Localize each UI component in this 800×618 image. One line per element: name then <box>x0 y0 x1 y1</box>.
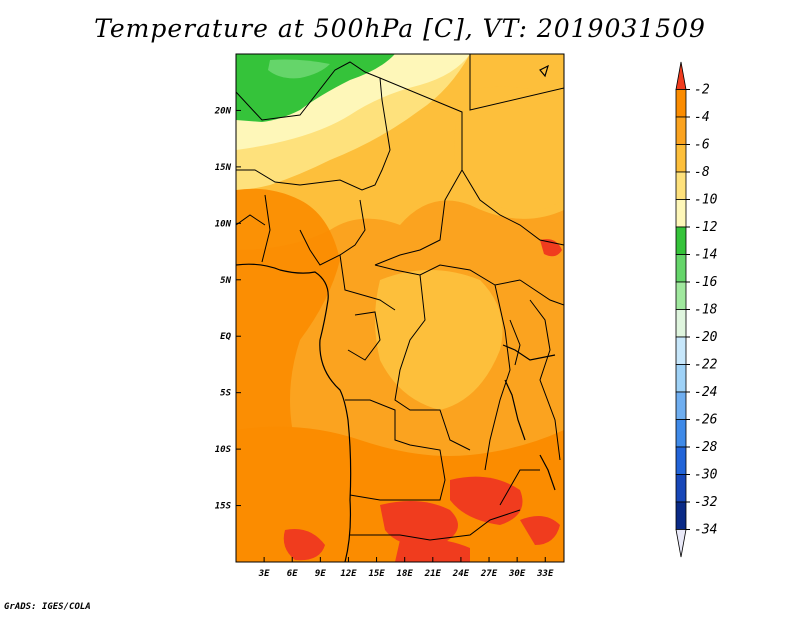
colorbar-label: -14 <box>694 248 717 263</box>
colorbar-swatch <box>675 254 687 283</box>
lat-tick-label: 20N <box>214 106 232 116</box>
colorbar-label: -12 <box>694 220 718 235</box>
field-patch-east <box>454 86 564 212</box>
colorbar-swatch <box>675 116 687 145</box>
lake-tanganyika <box>504 379 526 441</box>
lon-tick-label: 21E <box>424 569 442 579</box>
field-red-patch-6 <box>520 516 560 545</box>
border-namibia-zambia <box>350 509 521 541</box>
colorbar-label: -34 <box>694 523 717 538</box>
colorbar-swatch <box>675 226 687 255</box>
border-malawi <box>499 469 540 506</box>
grads-credit: GrADS: IGES/COLA <box>4 602 91 612</box>
border-drc-west <box>394 274 471 451</box>
border-sudan <box>461 169 564 246</box>
chart-title: Temperature at 500hPa [C], VT: 201903150… <box>94 14 706 43</box>
border-congo <box>347 311 381 361</box>
border-angola <box>345 399 446 501</box>
field-red-patch-3 <box>283 529 325 561</box>
lon-tick-label: 33E <box>536 569 554 579</box>
lon-tick-label: 18E <box>397 569 414 579</box>
lat-tick-label: 5N <box>220 276 231 286</box>
map-frame <box>235 53 565 563</box>
colorbar-swatch <box>675 61 687 90</box>
border-uganda <box>509 319 521 366</box>
longitude-axis: 3E 6E 9E 12E 15E 18E 21E 24E 27E 30E 33E <box>258 557 554 579</box>
border-drc-east <box>484 284 511 471</box>
lat-tick-label: EQ <box>220 332 231 342</box>
colorbar-swatch <box>675 364 687 393</box>
colorbar-swatch <box>675 419 687 448</box>
latitude-axis: 20N 15N 10N 5N EQ 5S 10S 15S <box>214 106 241 512</box>
lon-tick-label: 12E <box>340 569 357 579</box>
colorbar-swatch <box>675 171 687 200</box>
lake-malawi <box>539 454 556 491</box>
country-borders <box>236 54 564 541</box>
lake-victoria <box>502 344 556 361</box>
border-chad <box>374 77 463 266</box>
lon-tick-label: 30E <box>508 569 526 579</box>
lat-tick-label: 15N <box>215 163 232 173</box>
colorbar-label: -6 <box>694 138 710 153</box>
lat-tick-label: 5S <box>220 389 231 399</box>
field-central-light <box>375 270 503 410</box>
colorbar-label: -16 <box>694 275 718 290</box>
colorbar-swatch <box>675 281 687 310</box>
colorbar-label: -28 <box>694 440 718 455</box>
border-libya-egypt-sudan <box>469 54 564 111</box>
colorbar-swatch <box>675 529 687 558</box>
colorbar-label: -32 <box>694 495 718 510</box>
colorbar-swatch <box>675 446 687 475</box>
border-west-africa <box>236 194 271 263</box>
colorbar-label: -22 <box>694 358 718 373</box>
lon-tick-label: 15E <box>368 569 385 579</box>
lon-tick-label: 3E <box>258 569 270 579</box>
lon-tick-label: 27E <box>480 569 498 579</box>
colorbar-label: -8 <box>694 165 710 180</box>
colorbar-label: -24 <box>694 385 717 400</box>
field-red-patch-4 <box>395 538 470 562</box>
colorbar-label: -30 <box>694 468 718 483</box>
coast-west <box>236 263 352 562</box>
field-patch-minus16 <box>268 59 330 79</box>
colorbar-swatch <box>675 501 687 530</box>
colorbar-label: -10 <box>694 193 718 208</box>
border-cameroon <box>339 254 396 311</box>
colorbar-swatch <box>675 199 687 228</box>
colorbar-label: -4 <box>694 110 710 125</box>
field-south-dark <box>236 426 564 562</box>
colorbar: -2 -4 -6 -8 -10 -12 -14 -16 -18 -20 -22 -24 -26 -28 -3… <box>675 61 718 558</box>
coastline <box>236 64 556 562</box>
nile-delta-feature <box>539 64 549 78</box>
colorbar-swatch <box>675 391 687 420</box>
field-red-patch-2 <box>450 476 523 525</box>
colorbar-label: -20 <box>694 330 718 345</box>
border-east-africa <box>529 299 561 461</box>
border-mali-niger <box>236 61 391 191</box>
border-ethiopia <box>519 279 564 306</box>
colorbar-swatch <box>675 144 687 173</box>
colorbar-label: -26 <box>694 413 718 428</box>
colorbar-swatch <box>675 336 687 365</box>
colorbar-label: -2 <box>694 83 710 98</box>
lon-tick-label: 9E <box>315 569 326 579</box>
lat-tick-label: 15S <box>215 502 232 512</box>
temperature-field <box>236 54 564 562</box>
lon-tick-label: 24E <box>452 569 470 579</box>
colorbar-swatch <box>675 89 687 118</box>
colorbar-swatch <box>675 309 687 338</box>
lat-tick-label: 10N <box>215 219 232 229</box>
lat-tick-label: 10S <box>215 445 232 455</box>
lon-tick-label: 6E <box>287 569 298 579</box>
colorbar-label: -18 <box>694 303 718 318</box>
colorbar-swatch <box>675 474 687 503</box>
